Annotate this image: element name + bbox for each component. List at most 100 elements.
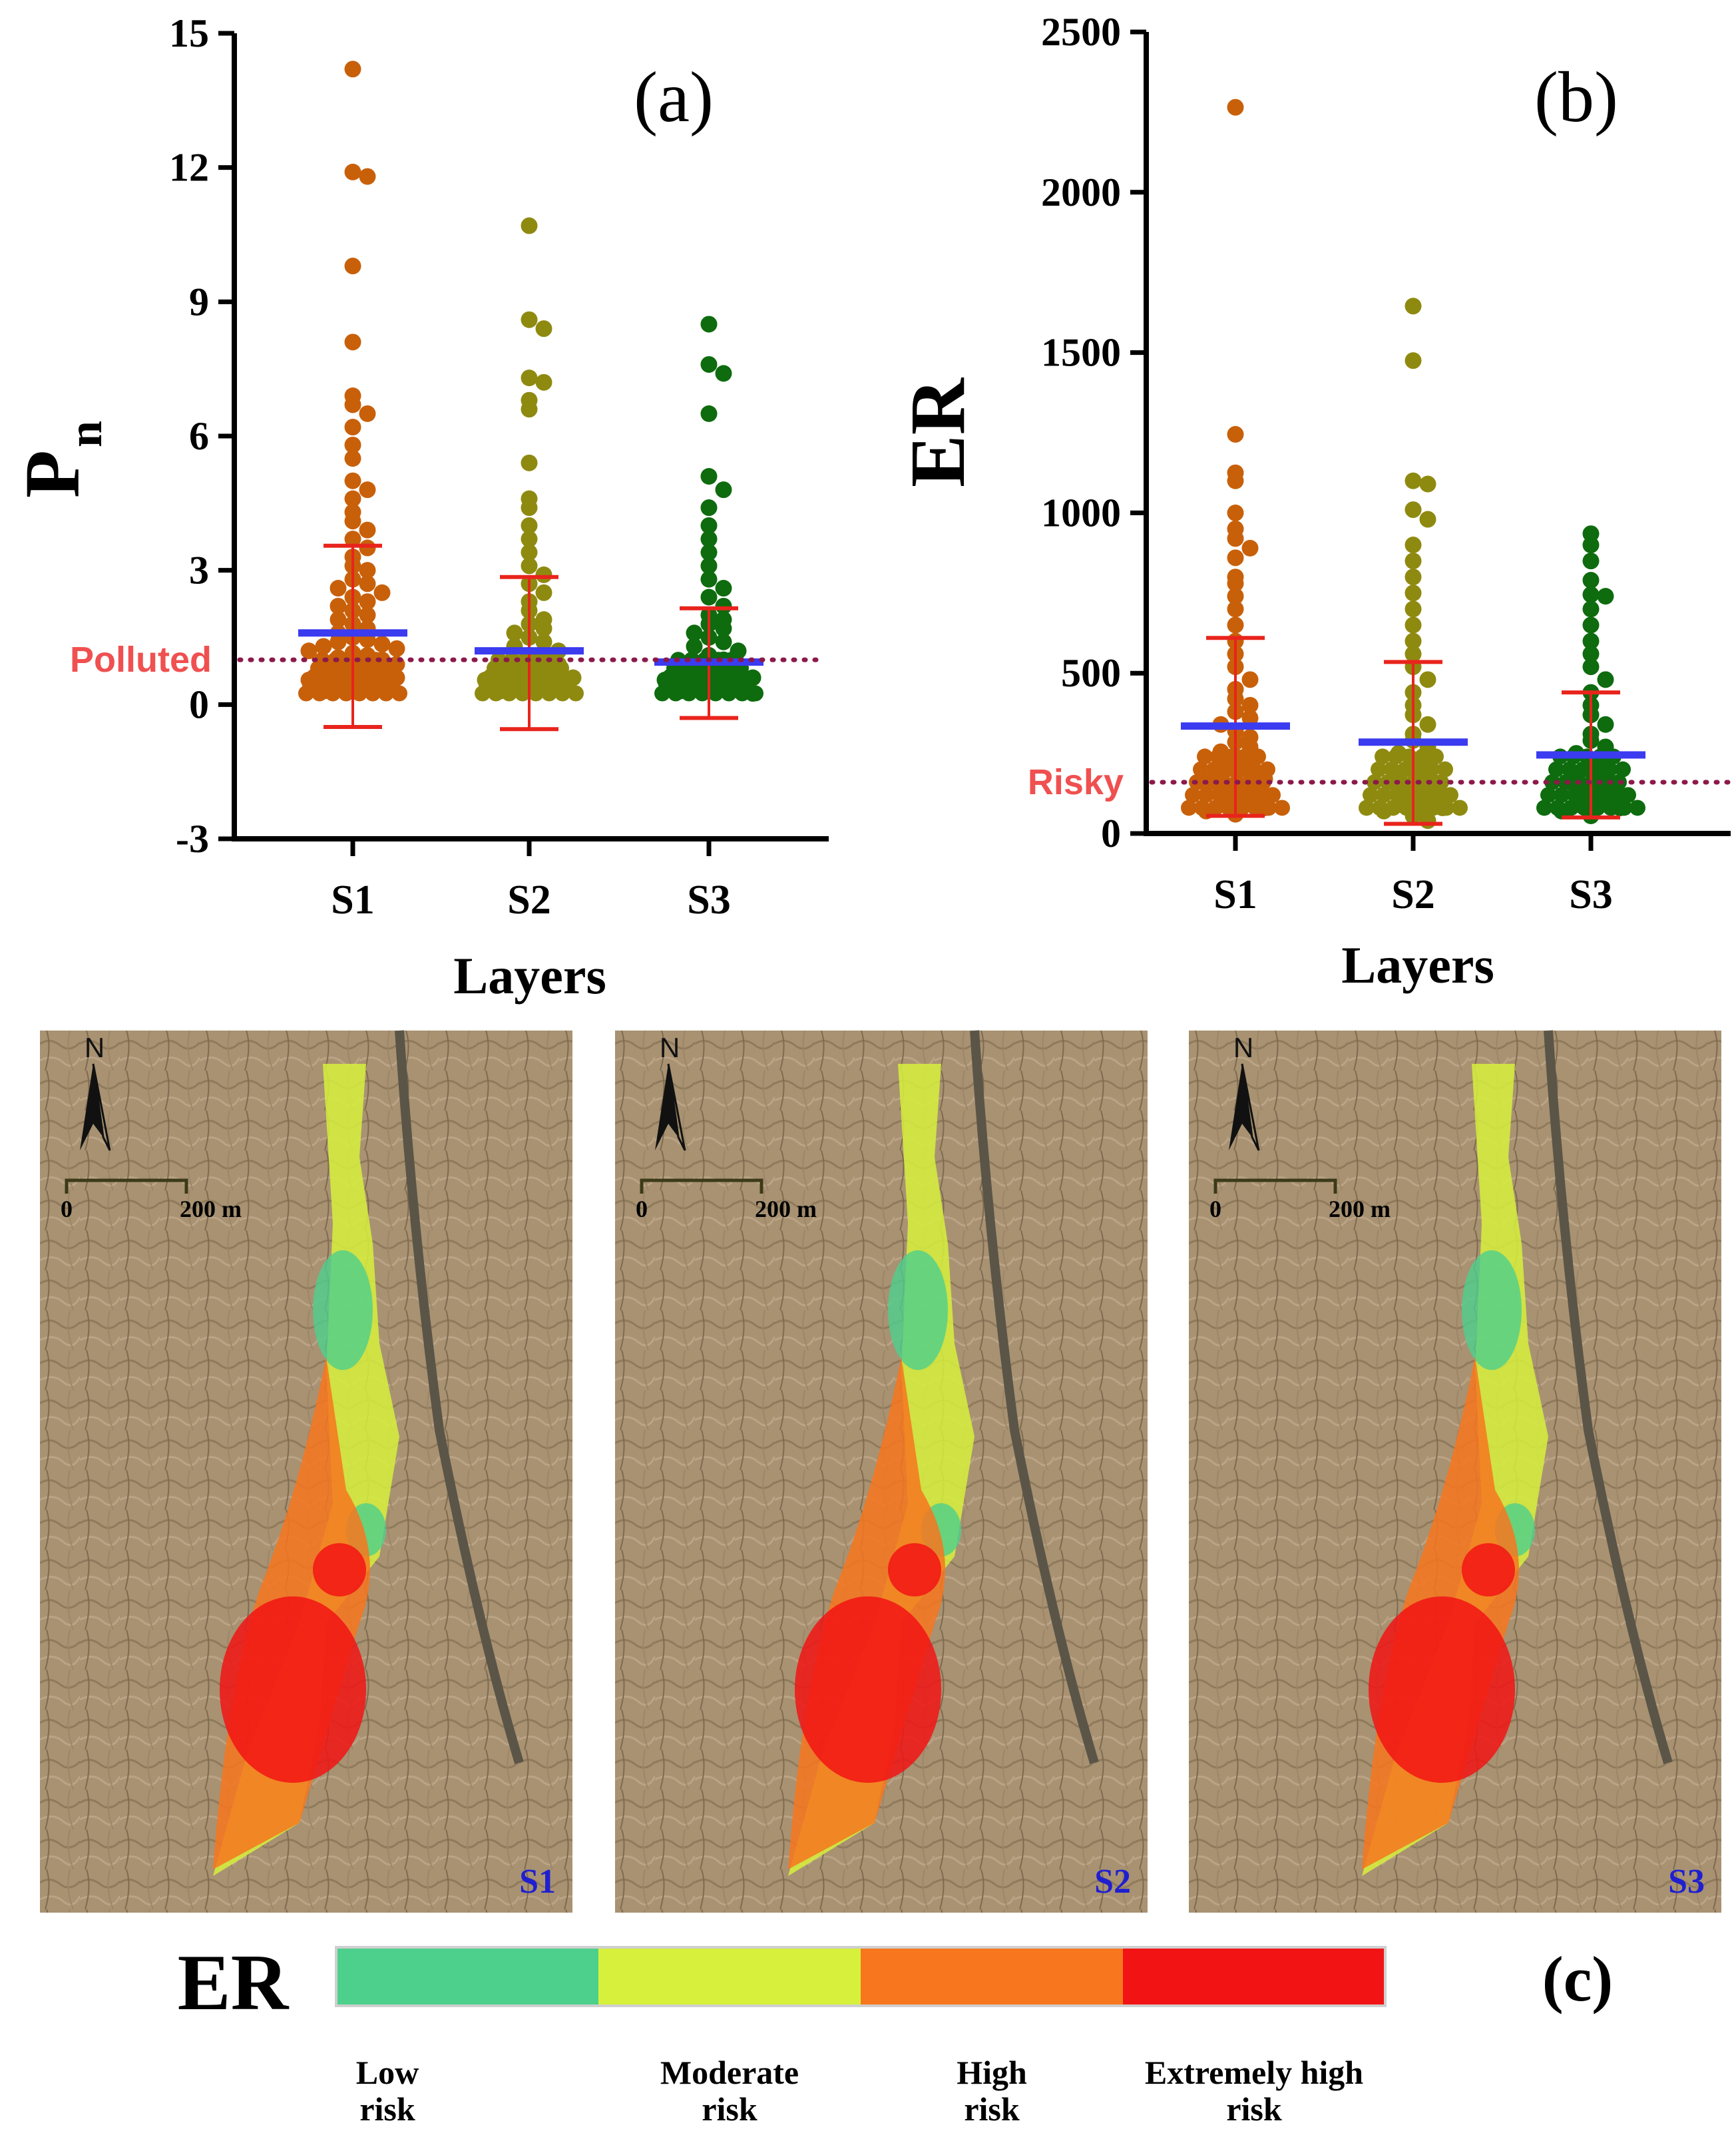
- legend-label: Low: [356, 2054, 419, 2091]
- data-point: [1211, 787, 1227, 804]
- scale-zero-label: 0: [1209, 1196, 1221, 1222]
- data-point: [700, 316, 718, 333]
- data-point: [1582, 600, 1600, 618]
- y-tick-label: 3: [189, 549, 209, 592]
- data-point: [1241, 710, 1259, 727]
- north-arrow-icon: N: [655, 1032, 686, 1151]
- data-point: [1582, 645, 1600, 662]
- data-point: [373, 584, 391, 601]
- data-point: [535, 320, 552, 338]
- data-point: [700, 499, 718, 517]
- data-point: [329, 633, 347, 650]
- data-point: [1582, 572, 1600, 589]
- data-point: [1452, 800, 1468, 816]
- data-point: [1241, 539, 1259, 557]
- data-point: [535, 633, 552, 650]
- data-point: [1227, 588, 1244, 605]
- data-point: [1227, 99, 1244, 116]
- data-point: [1602, 761, 1618, 778]
- data-point: [521, 499, 538, 517]
- data-point: [700, 589, 718, 606]
- data-point: [700, 468, 718, 485]
- y-ticks: -3 0 3 6 9 12 15: [169, 11, 234, 861]
- data-point: [1425, 800, 1441, 816]
- data-point: [344, 490, 361, 507]
- data-point: [1227, 549, 1244, 567]
- data-point: [1384, 761, 1400, 778]
- data-point: [315, 638, 332, 655]
- legend-label: risk: [359, 2090, 415, 2128]
- data-point: [521, 401, 538, 418]
- data-point: [521, 217, 538, 234]
- x-tick-label: S2: [507, 877, 550, 923]
- risk-zone-extreme: [220, 1596, 366, 1783]
- data-point: [700, 405, 718, 422]
- data-point: [521, 517, 538, 534]
- er-legend: ER LowriskModerateriskHighriskExtremely …: [178, 1938, 1614, 2128]
- data-point: [1405, 645, 1422, 662]
- data-point: [700, 557, 718, 575]
- data-point: [521, 557, 538, 575]
- scale-label: 200 m: [180, 1196, 242, 1222]
- data-point: [1424, 761, 1440, 778]
- y-tick-label: 9: [189, 280, 209, 324]
- data-point: [1554, 787, 1570, 804]
- data-point: [1594, 787, 1610, 804]
- data-point: [1620, 787, 1636, 804]
- data-point: [1405, 569, 1422, 586]
- data-point: [388, 640, 405, 657]
- data-point: [359, 521, 376, 539]
- legend-label: risk: [1226, 2090, 1282, 2128]
- data-point: [1562, 761, 1578, 778]
- scale-zero-label: 0: [636, 1196, 648, 1222]
- data-point: [1582, 553, 1600, 570]
- road: [970, 1030, 1099, 1765]
- data-point: [1414, 748, 1430, 765]
- legend-swatch: [598, 1947, 861, 2006]
- legend-swatch: [336, 1947, 598, 2006]
- data-point: [1405, 585, 1422, 602]
- risk-plume: [788, 1064, 975, 1876]
- data-point: [1438, 800, 1454, 816]
- data-point: [1198, 787, 1214, 804]
- data-point: [686, 624, 703, 642]
- data-point: [1399, 800, 1414, 816]
- data-point: [521, 531, 538, 548]
- data-point: [700, 571, 718, 588]
- legend-label: Moderate: [660, 2054, 799, 2091]
- x-axis-label: Layers: [453, 947, 606, 1005]
- scale-bar: 0 200 m: [636, 1178, 817, 1222]
- risk-zone-extreme: [313, 1543, 366, 1596]
- data-point: [1227, 504, 1244, 521]
- data-point: [1219, 761, 1235, 778]
- data-point: [344, 334, 361, 351]
- panel-label: (c): [1542, 1943, 1614, 2014]
- data-point: [1250, 748, 1266, 765]
- x-ticks: S1 S2 S3: [331, 839, 731, 923]
- data-point: [329, 580, 347, 597]
- data-point: [1251, 787, 1267, 804]
- data-point: [1363, 787, 1379, 804]
- map-layer-label: S3: [1668, 1863, 1705, 1901]
- legend-swatch: [1123, 1947, 1385, 2006]
- data-point: [1597, 716, 1614, 733]
- data-point: [373, 636, 391, 653]
- risk-plume: [1362, 1064, 1548, 1876]
- north-arrow-outline: [1241, 1063, 1260, 1151]
- road: [395, 1030, 524, 1765]
- data-point: [1241, 671, 1259, 688]
- panel-b-er-chart: 0 500 1000 1500 2000 2500 S1 S2 S3 Risky (b) ER…: [894, 10, 1733, 994]
- north-arrow-shape: [1229, 1064, 1252, 1150]
- legend-swatch: [861, 1947, 1123, 2006]
- legend-label: risk: [702, 2090, 758, 2128]
- y-axis-label: Pn: [9, 421, 112, 498]
- panel-label: (a): [634, 58, 714, 137]
- north-arrow-outline: [667, 1063, 686, 1151]
- data-point: [1405, 298, 1422, 315]
- data-point: [359, 481, 376, 499]
- data-point: [344, 436, 361, 453]
- y-tick-label: 0: [189, 682, 209, 726]
- y-tick-label: 1000: [1041, 491, 1121, 535]
- data-point: [1576, 800, 1592, 816]
